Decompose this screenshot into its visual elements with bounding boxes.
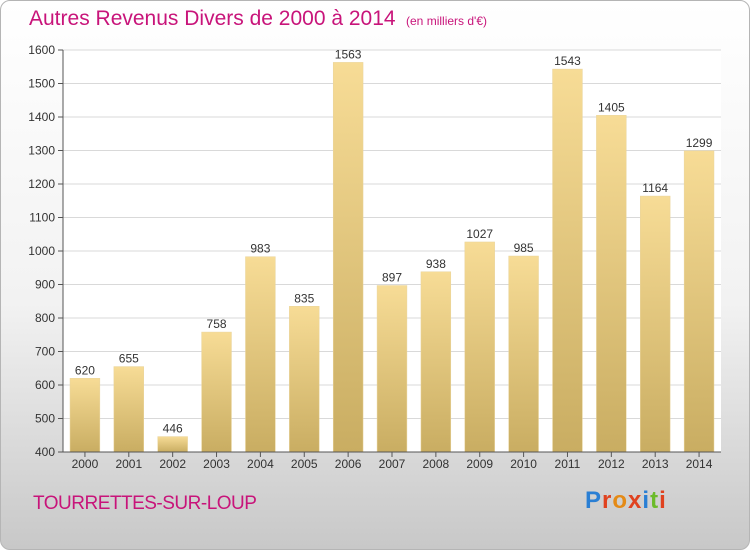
data-label: 1027	[466, 227, 493, 241]
logo-letter: i	[642, 487, 651, 514]
logo-letter: P	[585, 487, 603, 514]
bar	[640, 195, 671, 453]
y-tick-label: 800	[35, 311, 55, 325]
x-tick-label: 2001	[115, 457, 142, 471]
bar	[332, 62, 364, 453]
chart-title: Autres Revenus Divers de 2000 à 2014 (en…	[29, 7, 487, 31]
y-tick-label: 400	[35, 445, 55, 459]
data-label: 1405	[598, 100, 625, 114]
bar	[683, 150, 715, 453]
x-tick-label: 2011	[555, 457, 581, 471]
y-tick-label: 500	[35, 412, 55, 426]
y-tick-label: 1500	[28, 77, 55, 91]
x-tick-label: 2008	[423, 457, 450, 471]
chart-title-unit: (en milliers d'€)	[406, 14, 487, 28]
data-label: 938	[426, 257, 446, 271]
x-tick-label: 2005	[291, 457, 318, 471]
y-tick-label: 600	[35, 378, 55, 392]
proxiti-logo: Proxiti	[585, 487, 667, 515]
data-label: 897	[382, 271, 402, 285]
x-tick-label: 2009	[466, 457, 493, 471]
bar	[376, 285, 408, 453]
y-tick-label: 900	[35, 278, 55, 292]
bar	[464, 241, 495, 453]
x-tick-label: 2010	[510, 457, 537, 471]
data-label: 985	[514, 241, 534, 255]
data-label: 1543	[554, 54, 581, 68]
bar	[508, 255, 539, 453]
data-label: 1299	[686, 136, 713, 150]
bar	[69, 378, 101, 453]
data-label: 620	[75, 363, 95, 377]
logo-letter: r	[602, 487, 613, 514]
data-label: 446	[163, 422, 183, 436]
data-label: 983	[250, 242, 270, 256]
y-tick-label: 1300	[28, 144, 55, 158]
y-tick-label: 1000	[28, 244, 55, 258]
data-label: 1563	[335, 47, 362, 61]
x-tick-label: 2007	[379, 457, 406, 471]
logo-letter: x	[628, 487, 643, 514]
y-tick-label: 1400	[28, 110, 55, 124]
x-tick-label: 2003	[203, 457, 230, 471]
x-tick-label: 2014	[686, 457, 713, 471]
logo-letter: o	[612, 487, 629, 514]
bar	[201, 331, 232, 453]
x-tick-label: 2000	[72, 457, 99, 471]
logo-letter: t	[650, 487, 660, 514]
data-label: 1164	[642, 181, 668, 195]
bar	[113, 366, 144, 453]
bar	[289, 306, 320, 453]
x-tick-label: 2006	[335, 457, 362, 471]
x-tick-label: 2004	[247, 457, 274, 471]
bar	[245, 256, 276, 453]
y-tick-label: 700	[35, 345, 55, 359]
data-label: 758	[207, 317, 227, 331]
y-tick-label: 1600	[28, 43, 55, 57]
commune-name: TOURRETTES-SUR-LOUP	[33, 493, 257, 514]
y-tick-label: 1100	[29, 211, 55, 225]
x-tick-label: 2013	[642, 457, 669, 471]
x-tick-label: 2002	[159, 457, 186, 471]
bar	[157, 436, 188, 453]
data-label: 655	[119, 352, 139, 366]
data-label: 835	[294, 291, 314, 305]
y-tick-label: 1200	[28, 177, 55, 191]
x-tick-label: 2012	[598, 457, 625, 471]
bar	[552, 68, 583, 453]
bar	[420, 271, 452, 453]
chart-title-main: Autres Revenus Divers de 2000 à 2014	[29, 7, 396, 30]
bar	[596, 115, 627, 453]
logo-letter: i	[659, 487, 667, 514]
